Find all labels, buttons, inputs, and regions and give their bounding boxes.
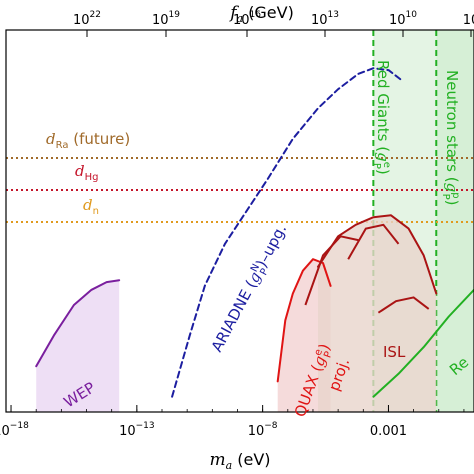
- plot-frame: [5, 29, 474, 413]
- series-isl: [317, 214, 438, 295]
- band-label-0: Red Giants (geP): [371, 60, 392, 175]
- x-tick-label: 10−18: [0, 421, 29, 439]
- edm-label-n: dn: [83, 196, 99, 217]
- top-tick-label: 1022: [73, 10, 101, 28]
- x-tick-label: 10−13: [119, 421, 155, 439]
- series-isl-branch-2: [377, 296, 430, 314]
- series-quax: [276, 258, 332, 383]
- series-re: [372, 288, 474, 398]
- top-axis-title: fa (GeV): [228, 3, 294, 25]
- top-tick-label: 1013: [311, 10, 339, 28]
- top-tick-label: 10: [463, 13, 474, 28]
- series-layer: [35, 67, 474, 412]
- edm-label-ra: dRa (future): [46, 130, 130, 151]
- series-ariadne: [171, 67, 402, 398]
- top-tick-label: 1010: [389, 10, 417, 28]
- x-tick-label: 0.001: [370, 424, 407, 439]
- x-tick-label: 10−8: [248, 421, 278, 439]
- top-tick-label: 1016: [233, 10, 261, 28]
- band-label-1: Neutron stars (gpP): [440, 70, 461, 205]
- label-ariadne: ARIADNE (gNP)–upg.: [208, 221, 293, 356]
- x-axis-title: ma (eV): [209, 450, 270, 472]
- series-wep: [35, 279, 121, 368]
- tick-layer: 10−1810−1310−80.001102210191016101310101…: [0, 10, 474, 439]
- region-wep: [36, 280, 120, 412]
- region-isl: [318, 215, 437, 412]
- series-isl-branch-1: [347, 223, 400, 260]
- label-isl: ISL: [383, 343, 406, 361]
- axes-frame: [5, 29, 474, 413]
- region-quax: [277, 259, 331, 412]
- edm-label-hg: dHg: [75, 162, 98, 183]
- top-tick-label: 1019: [152, 10, 180, 28]
- series-isl-branch-0: [304, 235, 359, 306]
